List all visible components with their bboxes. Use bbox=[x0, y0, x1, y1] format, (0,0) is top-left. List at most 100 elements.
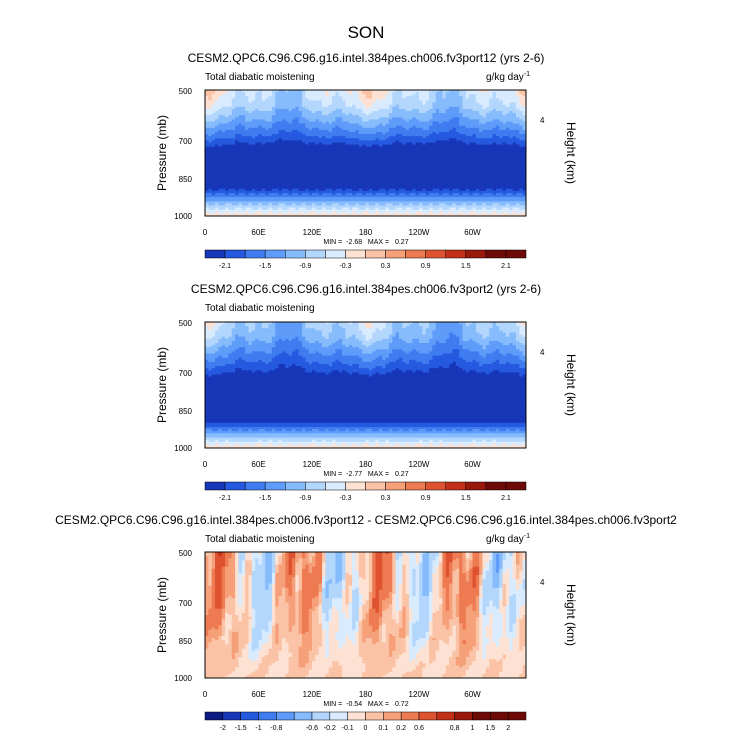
heat-cell bbox=[408, 106, 413, 110]
heat-cell bbox=[338, 134, 343, 137]
heat-cell bbox=[221, 123, 226, 127]
heat-cell bbox=[482, 111, 487, 114]
heat-cell bbox=[392, 142, 396, 145]
heat-cell bbox=[322, 140, 326, 143]
heat-cell bbox=[258, 111, 263, 114]
heat-cell bbox=[218, 142, 223, 145]
heat-cell bbox=[298, 92, 303, 95]
heat-cell bbox=[398, 146, 403, 150]
heat-cell bbox=[489, 142, 493, 145]
heat-cell bbox=[449, 127, 453, 131]
heat-cell bbox=[422, 136, 427, 139]
heat-cell bbox=[425, 123, 430, 127]
heat-cell bbox=[301, 132, 306, 135]
heat-cell bbox=[368, 115, 373, 118]
heat-cell bbox=[275, 117, 279, 120]
heat-cell bbox=[281, 108, 286, 112]
heat-cell bbox=[495, 94, 500, 97]
heat-cell bbox=[462, 106, 467, 110]
heat-cell bbox=[365, 134, 370, 137]
heat-cell bbox=[295, 117, 300, 120]
heat-cell bbox=[241, 94, 246, 97]
heat-cell bbox=[402, 98, 407, 101]
heat-cell bbox=[221, 132, 226, 135]
heat-cell bbox=[442, 140, 447, 143]
heat-cell bbox=[261, 117, 266, 120]
heat-cell bbox=[445, 111, 450, 114]
heat-cell bbox=[395, 104, 400, 108]
heat-cell bbox=[228, 138, 233, 141]
heat-cell bbox=[432, 115, 437, 118]
heat-cell bbox=[291, 129, 296, 133]
heat-cell bbox=[355, 100, 360, 103]
heat-cell bbox=[445, 127, 450, 131]
heat-cell bbox=[505, 127, 510, 131]
heat-cell bbox=[298, 96, 303, 99]
heat-cell bbox=[489, 104, 493, 108]
heat-cell bbox=[499, 127, 503, 131]
heat-cell bbox=[425, 125, 430, 129]
heat-cell bbox=[365, 106, 370, 110]
heat-cell bbox=[355, 90, 360, 93]
heat-cell bbox=[221, 92, 226, 95]
heat-cell bbox=[251, 140, 256, 143]
heat-cell bbox=[505, 94, 510, 97]
heat-cell bbox=[358, 108, 363, 112]
heat-cell bbox=[325, 102, 330, 106]
heat-cell bbox=[392, 115, 396, 118]
heat-cell bbox=[295, 121, 300, 124]
heat-cell bbox=[512, 106, 517, 110]
heat-cell bbox=[398, 96, 403, 99]
heat-cell bbox=[345, 98, 350, 101]
heat-cell bbox=[489, 146, 493, 150]
heat-cell bbox=[402, 123, 407, 127]
heat-cell bbox=[238, 106, 243, 110]
heat-cell bbox=[385, 132, 390, 135]
heat-cell bbox=[449, 123, 453, 127]
heat-cell bbox=[472, 144, 477, 148]
heat-cell bbox=[352, 100, 356, 103]
heat-cell bbox=[412, 140, 417, 143]
heat-cell bbox=[281, 125, 286, 129]
heat-cell bbox=[415, 92, 420, 95]
heat-cell bbox=[238, 100, 243, 103]
heat-cell bbox=[482, 100, 487, 103]
heat-cell bbox=[325, 138, 330, 141]
heat-cell bbox=[415, 115, 420, 118]
heat-cell bbox=[442, 121, 447, 124]
heat-cell bbox=[489, 98, 493, 101]
panel-1-left-label: Total diabatic moistening bbox=[205, 72, 315, 83]
heat-cell bbox=[312, 100, 316, 103]
heat-cell bbox=[445, 96, 450, 99]
heat-cell bbox=[241, 146, 246, 150]
heat-cell bbox=[402, 111, 407, 114]
heat-cell bbox=[492, 92, 497, 95]
heat-cell bbox=[285, 90, 289, 93]
heat-cell bbox=[248, 108, 253, 112]
heat-cell bbox=[248, 98, 253, 101]
heat-cell bbox=[345, 104, 350, 108]
heat-cell bbox=[218, 136, 223, 139]
heat-cell bbox=[355, 106, 360, 110]
heat-cell bbox=[512, 104, 517, 108]
heat-cell bbox=[419, 102, 423, 106]
heat-cell bbox=[325, 142, 330, 145]
heat-cell bbox=[301, 94, 306, 97]
heat-cell bbox=[258, 117, 263, 120]
heat-cell bbox=[255, 90, 259, 93]
heat-cell bbox=[268, 104, 273, 108]
heat-cell bbox=[308, 123, 313, 127]
heat-cell bbox=[365, 115, 370, 118]
heat-cell bbox=[519, 129, 524, 133]
heat-cell bbox=[402, 102, 407, 106]
heat-cell bbox=[261, 134, 266, 137]
heat-cell bbox=[395, 111, 400, 114]
heat-cell bbox=[312, 129, 316, 133]
heat-cell bbox=[512, 132, 517, 135]
heat-cell bbox=[322, 108, 326, 112]
heat-cell bbox=[318, 144, 323, 148]
heat-cell bbox=[455, 123, 460, 127]
heat-cell bbox=[385, 127, 390, 131]
heat-cell bbox=[408, 94, 413, 97]
heat-cell bbox=[281, 94, 286, 97]
